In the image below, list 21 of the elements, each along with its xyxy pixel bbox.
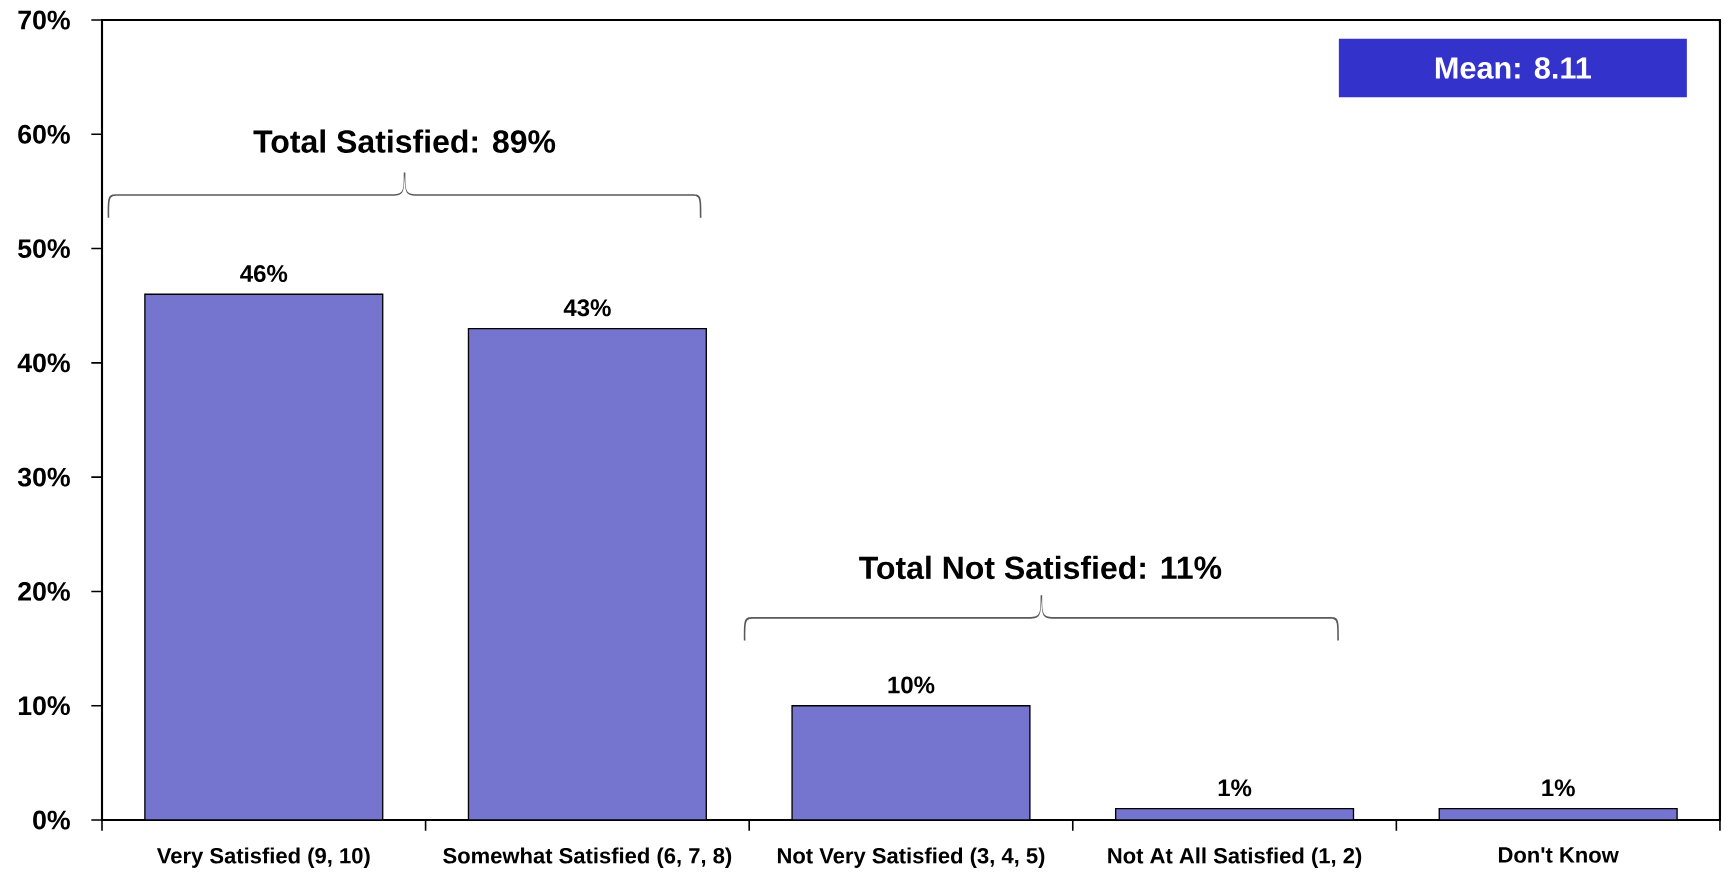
data-label: 46%	[240, 265, 288, 283]
y-tick-label: 0%	[33, 810, 70, 830]
annotation: Total Not Satisfied: 11%	[859, 555, 1222, 580]
y-tick-label: 60%	[18, 124, 70, 144]
annotation: Total Satisfied: 89%	[253, 129, 556, 153]
x-tick-label: Not Very Satisfied (3, 4, 5)	[777, 847, 1045, 868]
y-tick-label: 40%	[17, 353, 70, 373]
y-tick-label: 30%	[17, 467, 70, 487]
x-tick-label: Don't Know	[1498, 847, 1619, 863]
y-tick-label: 70%	[18, 10, 70, 30]
data-label: 1%	[1218, 779, 1252, 797]
annotation: Mean: 8.11	[1435, 57, 1591, 79]
x-tick-label: Not At All Satisfied (1, 2)	[1108, 847, 1362, 868]
data-label: 1%	[1542, 779, 1575, 797]
y-tick-label: 10%	[18, 696, 70, 716]
data-label: 43%	[563, 299, 611, 317]
y-tick-label: 20%	[18, 582, 70, 601]
x-tick-label: Somewhat Satisfied (6, 7, 8)	[443, 847, 732, 868]
y-tick-label: 50%	[18, 239, 70, 259]
data-label: 10%	[888, 676, 935, 694]
x-tick-label: Very Satisfied (9, 10)	[156, 847, 370, 868]
